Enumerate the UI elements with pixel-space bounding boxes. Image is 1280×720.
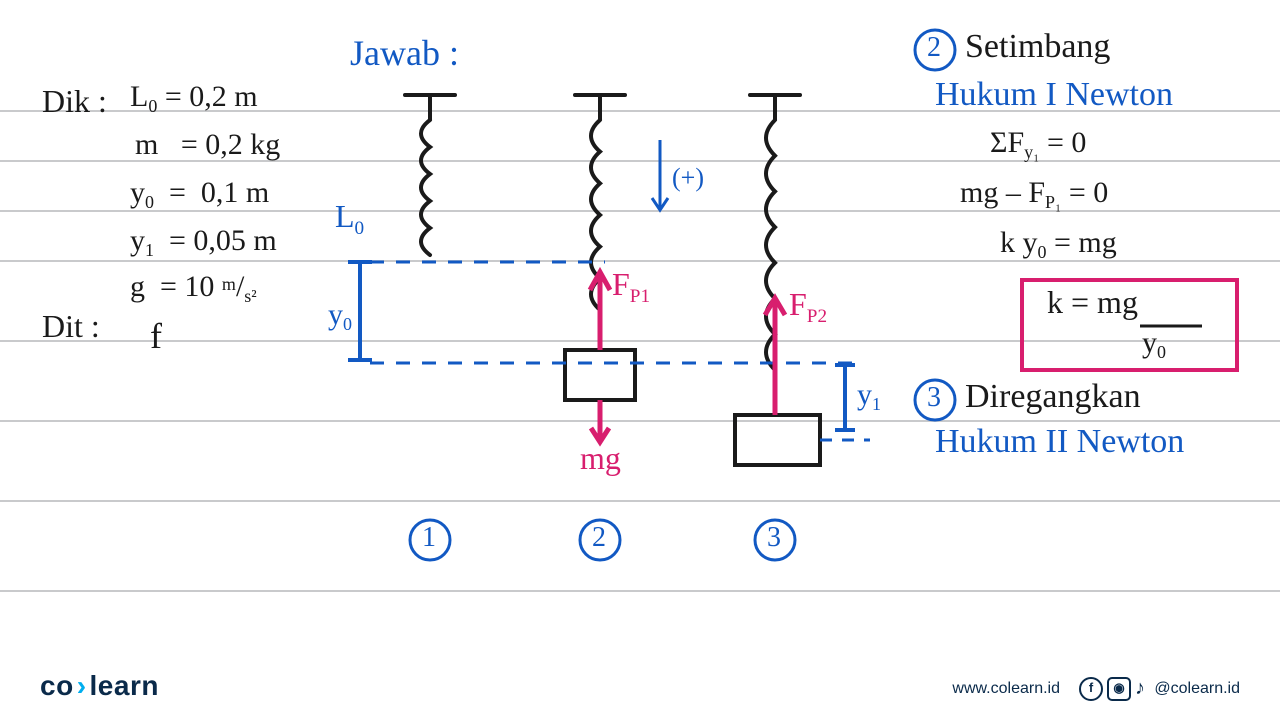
circle-1: 1 bbox=[422, 524, 436, 552]
logo: co›learn bbox=[40, 670, 159, 702]
right-mg-fp: mg – FP₁ = 0 bbox=[960, 178, 1108, 208]
Fp2-label: FP2 bbox=[789, 288, 827, 320]
instagram-icon: ◉ bbox=[1107, 677, 1131, 701]
right-diregangkan: Diregangkan bbox=[965, 380, 1141, 414]
y0-line: y0 = 0,1 m bbox=[130, 178, 269, 208]
right-hukum2: Hukum II Newton bbox=[935, 425, 1184, 459]
L0-label: L0 bbox=[335, 200, 364, 232]
rule-line-4 bbox=[0, 340, 1280, 342]
rule-line-2 bbox=[0, 210, 1280, 212]
right-setimbang: Setimbang bbox=[965, 30, 1110, 64]
box-bot: y0 bbox=[1142, 328, 1166, 358]
rule-line-7 bbox=[0, 590, 1280, 592]
circle-2: 2 bbox=[592, 524, 606, 552]
footer-site: www.colearn.id bbox=[952, 680, 1060, 698]
right-circle-3: 3 bbox=[927, 384, 941, 412]
rule-line-5 bbox=[0, 420, 1280, 422]
circle-3: 3 bbox=[767, 524, 781, 552]
Fp1-label: FP1 bbox=[612, 268, 650, 300]
jawab-title: Jawab : bbox=[350, 35, 459, 71]
dit-label: Dit : bbox=[42, 310, 100, 342]
dik-label: Dik : bbox=[42, 85, 107, 117]
m-line: m = 0,2 kg bbox=[135, 130, 280, 160]
l0-line: L0 = 0,2 m bbox=[130, 82, 258, 112]
rule-line-3 bbox=[0, 260, 1280, 262]
right-hukum1: Hukum I Newton bbox=[935, 78, 1173, 112]
footer-handle: @colearn.id bbox=[1154, 680, 1240, 698]
tiktok-icon: ♪ bbox=[1135, 677, 1145, 699]
box-top: k = mg bbox=[1047, 286, 1138, 318]
plus-label: (+) bbox=[672, 165, 704, 191]
rule-line-6 bbox=[0, 500, 1280, 502]
facebook-icon: f bbox=[1079, 677, 1103, 701]
footer: co›learn www.colearn.id f◉♪ @colearn.id bbox=[0, 660, 1280, 720]
right-sumF: ΣFy₁ = 0 bbox=[990, 128, 1086, 158]
right-circle-2: 2 bbox=[927, 34, 941, 62]
dit-var: f bbox=[150, 318, 162, 354]
g-line: g = 10 m/s² bbox=[130, 272, 257, 302]
right-ky0: k y0 = mg bbox=[1000, 228, 1117, 258]
y1-line: y1 = 0,05 m bbox=[130, 226, 277, 256]
mg-label: mg bbox=[580, 442, 621, 474]
social-icons: f◉♪ bbox=[1079, 677, 1145, 701]
y0-bracket-label: y0 bbox=[328, 300, 352, 330]
y1-bracket-label: y1 bbox=[857, 380, 881, 410]
